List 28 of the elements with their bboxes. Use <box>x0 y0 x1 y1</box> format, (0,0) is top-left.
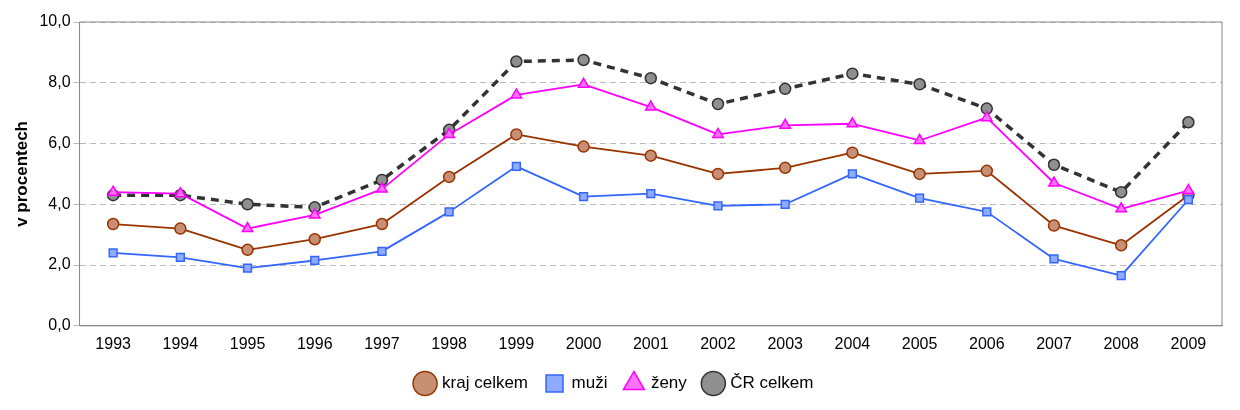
x-tick-label: 1997 <box>364 334 400 352</box>
y-tick-label: 8,0 <box>48 73 71 91</box>
x-tick-label: 1998 <box>431 334 468 352</box>
y-tick-label: 2,0 <box>48 255 71 273</box>
x-tick-label: 1996 <box>296 334 333 352</box>
x-tick-label: 2007 <box>1036 334 1072 352</box>
legend-label: ženy <box>650 373 688 393</box>
x-tick-label: 2003 <box>767 334 804 352</box>
y-tick-label: 10,0 <box>39 12 71 30</box>
x-tick-label: 1999 <box>498 334 535 352</box>
x-tick-label: 2001 <box>632 334 669 352</box>
x-tick-label: 1994 <box>162 334 199 352</box>
legend-label: ČR celkem <box>730 373 814 393</box>
y-axis-title: v procentech <box>11 120 31 227</box>
x-tick-label: 2004 <box>834 334 871 352</box>
x-tick-label: 1993 <box>95 334 132 352</box>
x-tick-label: 2006 <box>968 334 1005 352</box>
x-tick-label: 2000 <box>565 334 602 352</box>
y-tick-label: 4,0 <box>48 194 71 212</box>
y-tick-label: 6,0 <box>48 133 71 151</box>
y-tick-label: 0,0 <box>48 316 71 334</box>
legend-label: kraj celkem <box>442 373 529 393</box>
x-tick-label: 1995 <box>229 334 266 352</box>
x-tick-label: 2008 <box>1103 334 1140 352</box>
x-tick-label: 2009 <box>1170 334 1207 352</box>
x-tick-label: 2002 <box>700 334 736 352</box>
x-tick-label: 2005 <box>901 334 938 352</box>
legend-label: muži <box>571 373 608 393</box>
